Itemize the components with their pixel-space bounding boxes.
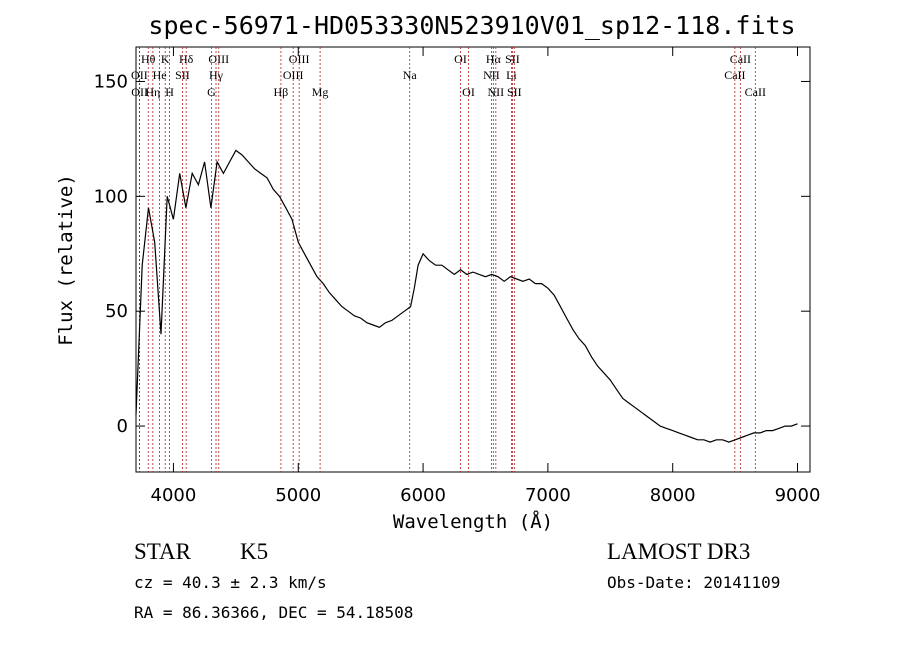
line-label-6: OII xyxy=(131,85,148,99)
sky-coordinates: RA = 86.36366, DEC = 54.18508 xyxy=(134,603,414,622)
y-tick-label-1: 50 xyxy=(105,301,128,322)
y-tick-label-2: 100 xyxy=(94,186,128,207)
x-tick-label-0: 4000 xyxy=(151,485,197,506)
line-label-19: Hα xyxy=(486,52,502,66)
line-label-4: He xyxy=(153,68,167,82)
x-tick-label-1: 5000 xyxy=(275,485,321,506)
y-axis-label: Flux (relative) xyxy=(55,174,77,346)
y-tick-label-0: 0 xyxy=(117,416,128,437)
line-label-27: CaII xyxy=(745,85,766,99)
object-subclass: K5 xyxy=(240,539,269,564)
y-axis-ticks: 0 50 100 150 xyxy=(94,71,810,437)
survey-name: LAMOST DR3 xyxy=(607,539,751,564)
line-label-25: CaII xyxy=(730,52,751,66)
plot-frame xyxy=(135,46,811,473)
spectrum-line xyxy=(135,149,798,443)
x-axis-label: Wavelength (Å) xyxy=(393,510,553,533)
line-label-24: SII xyxy=(507,85,522,99)
line-label-20: SII xyxy=(505,52,520,66)
spectral-line-markers xyxy=(138,47,756,472)
line-label-12: OIII xyxy=(289,52,310,66)
object-class: STAR xyxy=(134,539,191,564)
line-label-23: NII xyxy=(488,85,505,99)
line-label-5: SII xyxy=(175,68,190,82)
y-tick-label-3: 150 xyxy=(94,71,128,92)
x-tick-label-3: 7000 xyxy=(525,485,571,506)
line-label-9: OIII xyxy=(208,52,229,66)
x-tick-label-5: 9000 xyxy=(775,485,821,506)
line-label-21: NII xyxy=(483,68,500,82)
line-label-17: OI xyxy=(454,52,467,66)
line-label-7: Hη xyxy=(145,85,160,99)
line-label-2: Hδ xyxy=(179,52,194,66)
line-label-18: OI xyxy=(462,85,475,99)
line-label-0: Hθ xyxy=(141,52,156,66)
line-label-10: Hγ xyxy=(209,68,224,82)
line-label-1: K xyxy=(161,52,170,66)
x-tick-label-2: 6000 xyxy=(400,485,446,506)
chart-title: spec-56971-HD053330N523910V01_sp12-118.f… xyxy=(148,11,795,40)
line-label-15: Mg xyxy=(312,85,329,99)
redshift-velocity: cz = 40.3 ± 2.3 km/s xyxy=(134,573,327,592)
line-label-8: H xyxy=(165,85,174,99)
observation-date: Obs-Date: 20141109 xyxy=(607,573,781,592)
line-label-26: CaII xyxy=(724,68,745,82)
line-label-13: OIII xyxy=(283,68,304,82)
line-label-14: Hβ xyxy=(274,85,289,99)
x-tick-label-4: 8000 xyxy=(650,485,696,506)
x-axis-ticks: 4000 5000 6000 7000 8000 9000 xyxy=(151,47,821,506)
line-label-16: Na xyxy=(403,68,418,82)
line-label-22: Li xyxy=(506,68,517,82)
line-label-3: OII xyxy=(131,68,148,82)
line-label-11: G xyxy=(207,85,216,99)
